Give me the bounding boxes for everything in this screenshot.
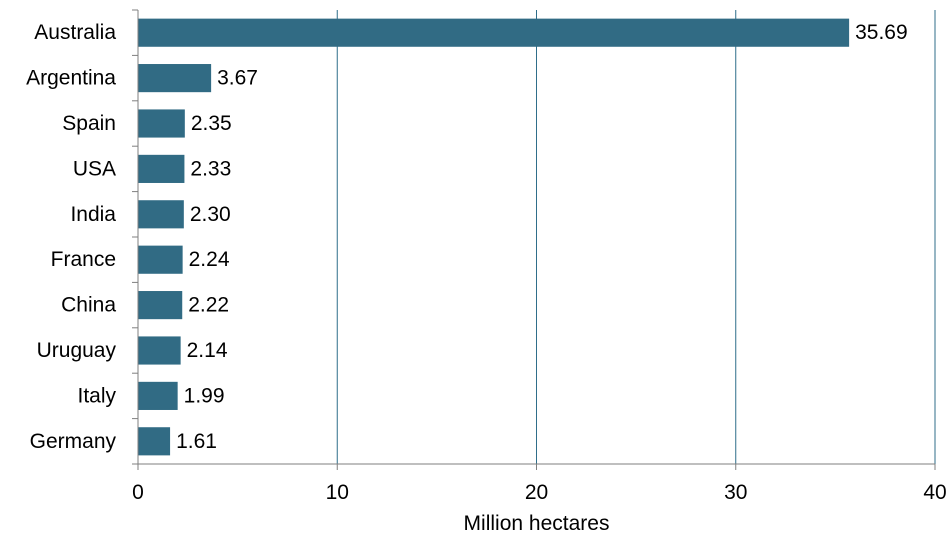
x-axis-title: Million hectares xyxy=(464,512,610,535)
x-tick-label-40: 40 xyxy=(923,481,946,504)
bar-argentina xyxy=(138,64,212,93)
value-label-france: 2.24 xyxy=(189,248,230,271)
x-tick-label-30: 30 xyxy=(724,481,747,504)
bar-uruguay xyxy=(138,336,181,365)
category-label-spain: Spain xyxy=(62,112,116,135)
bar-australia xyxy=(138,18,850,47)
x-tick-label-0: 0 xyxy=(132,481,144,504)
bars xyxy=(138,18,850,456)
value-label-uruguay: 2.14 xyxy=(187,339,228,362)
category-label-china: China xyxy=(61,294,116,317)
bar-india xyxy=(138,200,184,229)
value-label-italy: 1.99 xyxy=(184,384,225,407)
category-label-uruguay: Uruguay xyxy=(37,339,117,362)
grid-lines xyxy=(336,10,936,464)
category-label-usa: USA xyxy=(73,157,116,180)
category-label-italy: Italy xyxy=(77,384,116,407)
bar-germany xyxy=(138,427,171,456)
value-label-india: 2.30 xyxy=(190,203,231,226)
x-tick-label-20: 20 xyxy=(525,481,548,504)
x-tick-label-10: 10 xyxy=(326,481,349,504)
value-label-spain: 2.35 xyxy=(191,112,232,135)
bar-italy xyxy=(138,381,178,410)
axes xyxy=(132,9,936,470)
bar-spain xyxy=(138,109,185,138)
category-label-india: India xyxy=(70,203,116,226)
value-label-china: 2.22 xyxy=(188,294,229,317)
category-label-france: France xyxy=(51,248,116,271)
value-label-australia: 35.69 xyxy=(855,21,908,44)
category-label-germany: Germany xyxy=(30,430,117,453)
value-label-argentina: 3.67 xyxy=(217,67,258,90)
category-label-australia: Australia xyxy=(34,21,116,44)
category-label-argentina: Argentina xyxy=(26,67,116,90)
bar-usa xyxy=(138,154,185,183)
labels: Australia 35.69 Argentina 3.67 Spain 2.35 USA 2… xyxy=(26,21,947,504)
value-label-germany: 1.61 xyxy=(176,430,217,453)
bar-france xyxy=(138,245,183,274)
bar-china xyxy=(138,291,183,320)
value-label-usa: 2.33 xyxy=(190,157,231,180)
